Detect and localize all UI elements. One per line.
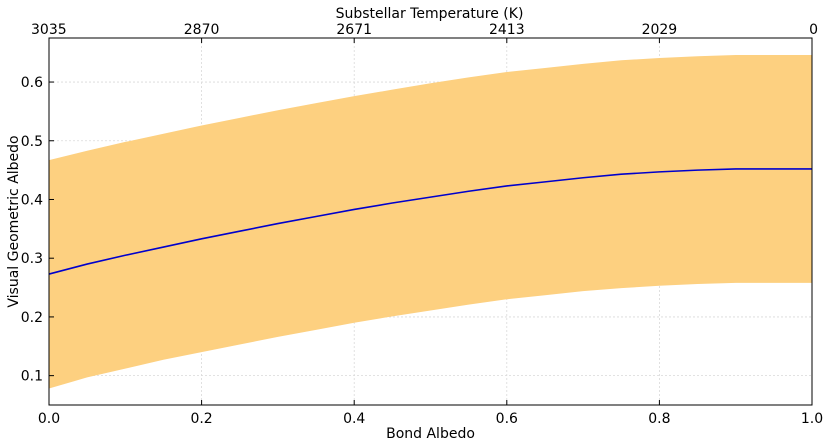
y-tick-label: 0.4 bbox=[21, 192, 43, 208]
series-line bbox=[48, 168, 812, 275]
y-tick-label: 0.5 bbox=[21, 134, 43, 150]
y-tick-label: 0.3 bbox=[21, 251, 43, 267]
top-x-tick-label: 2870 bbox=[184, 22, 220, 38]
top-x-tick-label: 3035 bbox=[31, 22, 67, 38]
top-x-tick-label: 2029 bbox=[642, 22, 678, 38]
y-tick-label: 0.6 bbox=[21, 75, 43, 91]
top-x-tick-label: 0 bbox=[809, 22, 818, 38]
x-tick-label: 0.6 bbox=[496, 411, 518, 427]
y-tick-label: 0.1 bbox=[21, 369, 43, 385]
x-tick-label: 0.0 bbox=[38, 411, 60, 427]
x-tick-label: 0.4 bbox=[343, 411, 365, 427]
y-tick-label: 0.2 bbox=[21, 310, 43, 326]
top-x-axis-title: Substellar Temperature (K) bbox=[336, 6, 524, 22]
y-axis-title: Visual Geometric Albedo bbox=[6, 135, 22, 307]
top-x-tick-label: 2671 bbox=[336, 22, 372, 38]
top-x-tick-label: 2413 bbox=[489, 22, 525, 38]
uncertainty-band bbox=[49, 55, 812, 389]
x-tick-label: 0.2 bbox=[190, 411, 212, 427]
plot-frame bbox=[48, 37, 813, 406]
x-axis-title: Bond Albedo bbox=[386, 426, 475, 442]
x-tick-label: 0.8 bbox=[648, 411, 670, 427]
x-tick-label: 1.0 bbox=[801, 411, 823, 427]
ticks-layer: 0.0 0.2 0.4 0.6 0.8 1.0 0.1 0.2 0.3 0.4 0.5 0.6 3035… bbox=[21, 22, 823, 427]
